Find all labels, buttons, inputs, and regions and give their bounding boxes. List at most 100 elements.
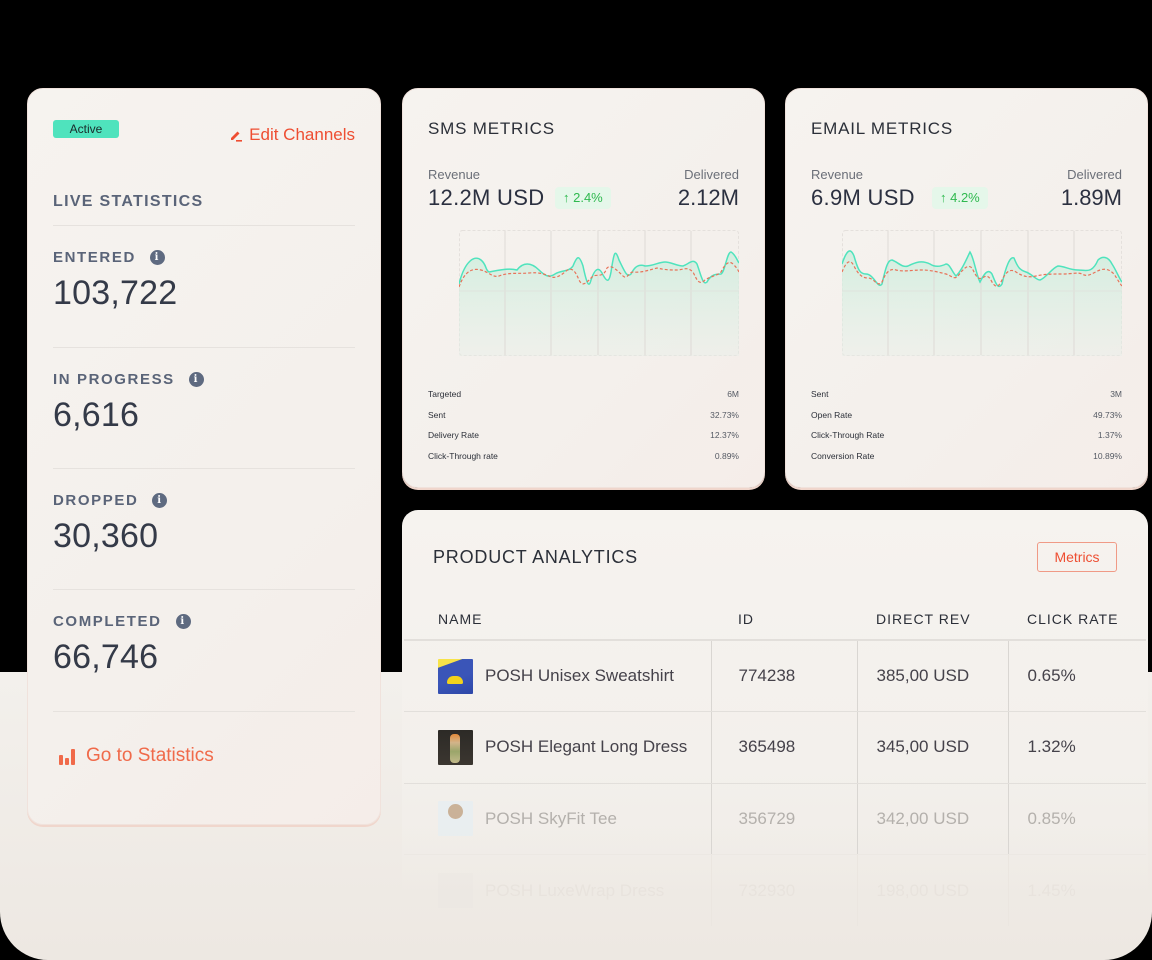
table-row[interactable]: POSH SkyFit Tee 356729 342,00 USD 0.85%: [404, 783, 1146, 855]
metric-value: 12.37%: [710, 430, 739, 440]
metric-label: Click-Through rate: [428, 450, 498, 461]
revenue-label: Revenue: [428, 167, 481, 182]
metric-row: Targeted 6M: [428, 389, 739, 410]
metric-row: Sent 3M: [811, 389, 1122, 410]
product-direct-rev: 345,00 USD: [856, 711, 1008, 784]
stat-in-progress: IN PROGRESS i 6,616: [53, 371, 204, 435]
product-id: 365498: [710, 711, 857, 784]
metric-row: Sent 32.73%: [428, 410, 739, 431]
metric-row: Conversion Rate 10.89%: [811, 451, 1122, 472]
email-metrics-table: Sent 3M Open Rate 49.73% Click-Through Rat…: [811, 389, 1122, 471]
sms-metrics-title: SMS METRICS: [428, 119, 555, 138]
table-row[interactable]: POSH Unisex Sweatshirt 774238 385,00 USD…: [404, 640, 1146, 712]
product-name: POSH LuxeWrap Dress: [485, 880, 665, 900]
stat-entered: ENTERED i 103,722: [53, 249, 177, 313]
column-header-click-rate[interactable]: CLICK RATE: [1008, 598, 1146, 641]
table-header-row: NAME ID DIRECT REV CLICK RATE: [404, 598, 1146, 641]
metrics-button[interactable]: Metrics: [1037, 542, 1117, 572]
product-name: POSH Unisex Sweatshirt: [485, 666, 674, 685]
metric-label: Targeted: [428, 389, 462, 399]
sms-revenue-chart: [459, 230, 739, 356]
product-direct-rev: 385,00 USD: [856, 640, 1008, 712]
edit-channels-button[interactable]: Edit Channels: [229, 125, 355, 145]
live-statistics-title: LIVE STATISTICS: [53, 193, 204, 210]
metric-label: Sent: [811, 389, 829, 399]
metric-value: 1.37%: [1097, 430, 1122, 440]
product-name: POSH SkyFit Tee: [485, 808, 617, 828]
divider: [53, 589, 355, 590]
edit-channels-label: Edit Channels: [249, 125, 355, 144]
product-click-rate: 0.65%: [1007, 640, 1146, 712]
metric-label: Click-Through Rate: [811, 430, 885, 440]
info-icon[interactable]: i: [175, 614, 191, 629]
metric-label: Sent: [428, 409, 446, 420]
product-click-rate: 1.45%: [1007, 854, 1146, 926]
product-thumbnail: [438, 801, 473, 837]
metric-value: 3M: [1110, 389, 1122, 399]
change-badge: ↑ 4.2%: [932, 187, 988, 209]
divider: [53, 468, 355, 469]
product-id: 356729: [710, 783, 857, 855]
pencil-icon: [231, 131, 243, 142]
metric-label: Open Rate: [811, 409, 853, 420]
revenue-value: 12.2M USD: [428, 185, 545, 210]
product-thumbnail: [438, 873, 473, 908]
status-badge: Active: [53, 120, 119, 138]
product-id: 732930: [710, 854, 857, 926]
product-click-rate: 0.85%: [1007, 783, 1146, 855]
column-header-name[interactable]: NAME: [404, 598, 711, 641]
email-metrics-title: EMAIL METRICS: [811, 119, 954, 138]
info-icon[interactable]: i: [149, 250, 165, 265]
product-thumbnail: [438, 729, 473, 765]
product-analytics-card: PRODUCT ANALYTICS Metrics NAME ID DIRECT…: [402, 510, 1148, 960]
product-thumbnail: [438, 658, 473, 694]
revenue-label: Revenue: [811, 167, 864, 182]
column-header-id[interactable]: ID: [711, 598, 857, 641]
product-click-rate: 1.32%: [1007, 711, 1146, 784]
info-icon[interactable]: i: [152, 493, 168, 508]
column-header-direct-rev[interactable]: DIRECT REV: [857, 598, 1008, 641]
bar-chart-icon: [59, 749, 75, 765]
metric-row: Delivery Rate 12.37%: [428, 430, 739, 451]
metric-label: Delivery Rate: [428, 430, 480, 440]
stat-value: 103,722: [53, 274, 178, 312]
stat-label: COMPLETED: [53, 613, 162, 630]
change-badge: ↑ 2.4%: [555, 187, 611, 209]
delivered-label: Delivered: [684, 167, 739, 182]
metric-label: Conversion Rate: [811, 450, 875, 461]
stat-value: 30,360: [53, 517, 159, 555]
metric-value: 32.73%: [710, 409, 739, 420]
product-direct-rev: 198,00 USD: [856, 854, 1008, 926]
product-direct-rev: 342,00 USD: [856, 783, 1008, 855]
table-row[interactable]: POSH LuxeWrap Dress 732930 198,00 USD 1.…: [404, 854, 1146, 926]
delivered-value: 2.12M: [677, 185, 739, 210]
metric-row: Click-Through rate 0.89%: [428, 451, 739, 472]
delivered-label: Delivered: [1067, 167, 1122, 182]
product-name: POSH Elegant Long Dress: [485, 737, 688, 757]
divider: [53, 225, 355, 226]
product-id: 774238: [710, 640, 857, 712]
product-table: NAME ID DIRECT REV CLICK RATE POSH Unise…: [404, 598, 1146, 926]
metric-value: 10.89%: [1093, 450, 1122, 461]
info-icon[interactable]: i: [188, 372, 204, 387]
revenue-value: 6.9M USD: [811, 185, 915, 210]
metric-value: 6M: [727, 389, 739, 399]
stat-label: DROPPED: [53, 492, 139, 509]
stat-value: 66,746: [53, 638, 159, 676]
table-row[interactable]: POSH Elegant Long Dress 365498 345,00 US…: [404, 711, 1146, 784]
metric-row: Click-Through Rate 1.37%: [811, 430, 1122, 451]
stat-label: IN PROGRESS: [53, 371, 175, 388]
sms-metrics-table: Targeted 6M Sent 32.73% Delivery Rate 12.37…: [428, 389, 739, 471]
metric-row: Open Rate 49.73%: [811, 410, 1122, 431]
metric-value: 49.73%: [1093, 409, 1122, 420]
product-analytics-title: PRODUCT ANALYTICS: [433, 547, 638, 567]
go-to-statistics-link[interactable]: Go to Statistics: [58, 745, 214, 767]
email-revenue-chart: [842, 230, 1122, 356]
go-to-statistics-label: Go to Statistics: [86, 745, 214, 766]
sms-metrics-card: SMS METRICS Revenue Delivered 12.2M USD …: [402, 88, 765, 488]
metric-value: 0.89%: [714, 450, 739, 461]
stat-value: 6,616: [53, 396, 140, 434]
email-metrics-card: EMAIL METRICS Revenue Delivered 6.9M USD…: [785, 88, 1148, 488]
stat-completed: COMPLETED i 66,746: [53, 613, 191, 677]
divider: [53, 711, 355, 712]
